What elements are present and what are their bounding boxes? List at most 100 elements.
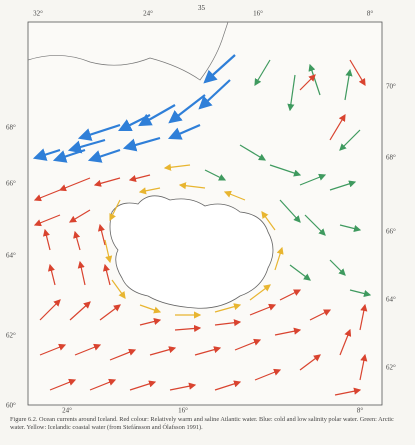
green-current-arrow [304, 214, 326, 236]
red-current-arrow [47, 263, 56, 286]
red-current-arrow [74, 343, 102, 356]
red-current-arrow [69, 301, 91, 321]
top-coordinate-label: 16° [253, 10, 263, 18]
green-current-arrow [329, 259, 346, 276]
blue-current-arrow [52, 148, 86, 163]
blue-current-arrow [122, 136, 161, 152]
red-current-arrow [73, 230, 81, 251]
iceland [109, 195, 274, 309]
red-current-arrow [58, 177, 91, 192]
red-current-arrow [174, 324, 202, 333]
red-current-arrow [33, 214, 61, 227]
red-current-arrow [139, 317, 162, 326]
red-current-arrow [77, 260, 86, 286]
right-coordinate-label: 68° [386, 154, 396, 162]
yellow-current-arrow [104, 239, 113, 264]
yellow-current-arrow [178, 182, 206, 190]
green-current-arrow [344, 68, 353, 101]
green-current-arrow [329, 180, 357, 191]
blue-current-arrow [198, 79, 231, 110]
yellow-current-arrow [163, 163, 191, 171]
bottom-coordinate-label: 16° [178, 407, 188, 415]
top-coordinate-label: 32° [33, 10, 43, 18]
greenland-coast [27, 21, 229, 81]
red-current-arrow [169, 382, 197, 391]
red-current-arrow [334, 387, 362, 396]
blue-current-arrow [67, 138, 106, 154]
yellow-current-arrow [249, 284, 271, 301]
red-current-arrow [109, 348, 137, 361]
red-current-arrow [329, 113, 346, 141]
red-current-arrow [279, 289, 302, 301]
red-current-arrow [194, 346, 222, 356]
red-current-arrow [149, 346, 177, 356]
green-current-arrow [289, 264, 311, 281]
left-coordinate-label: 60° [6, 402, 16, 410]
red-current-arrow [274, 327, 302, 336]
red-current-arrow [102, 263, 111, 286]
green-current-arrow [279, 199, 301, 223]
green-current-arrow [269, 164, 302, 177]
blue-current-arrow [168, 94, 206, 124]
red-current-arrow [99, 304, 121, 321]
right-coordinate-label: 70° [386, 83, 396, 91]
red-current-arrow [68, 209, 91, 223]
green-current-arrow [239, 144, 267, 161]
map: 32° 24° 16° 8° 24° 16° 8° 68° 66° 64° 62° 60° 70° 68°… [6, 10, 396, 415]
right-coordinate-label: 66° [386, 228, 396, 236]
right-coordinate-label: 62° [386, 364, 396, 372]
red-current-arrow [49, 378, 77, 391]
green-current-arrow [204, 169, 227, 181]
right-coordinate-label: 64° [386, 296, 396, 304]
yellow-current-arrow [111, 279, 126, 299]
red-current-arrow [89, 378, 117, 391]
yellow-current-arrow [214, 303, 242, 313]
blue-current-arrow [32, 148, 61, 161]
caption: Figure 6.2. Ocean currents around Icelan… [10, 416, 394, 431]
bottom-coordinate-label: 24° [62, 407, 72, 415]
bottom-coordinate-label: 8° [357, 407, 364, 415]
red-current-arrow [42, 228, 51, 251]
green-current-arrow [339, 224, 362, 233]
yellow-current-arrow [261, 211, 276, 231]
blue-current-arrow [138, 104, 176, 127]
blue-current-arrow [87, 148, 121, 163]
red-current-arrow [33, 189, 61, 202]
red-current-arrow [249, 303, 277, 316]
left-coordinate-label: 64° [6, 252, 16, 260]
red-current-arrow [349, 59, 366, 87]
red-current-arrow [254, 368, 282, 381]
red-current-arrow [93, 177, 121, 187]
red-current-arrow [39, 343, 67, 356]
left-coordinate-label: 68° [6, 124, 16, 132]
blue-current-arrow [167, 123, 201, 140]
red-current-arrow [214, 319, 242, 327]
red-current-arrow [234, 338, 262, 351]
top-coordinate-label: 8° [367, 10, 374, 18]
red-current-arrow [299, 74, 316, 91]
green-current-arrow [287, 74, 296, 112]
yellow-current-arrow [139, 304, 162, 314]
green-current-arrow [299, 173, 327, 186]
red-current-arrow [97, 223, 106, 246]
red-current-arrow [359, 303, 368, 331]
red-current-arrow [309, 309, 332, 321]
yellow-current-arrow [138, 187, 161, 195]
blue-current-arrow [118, 114, 151, 131]
red-current-arrow [129, 380, 157, 391]
left-coordinate-label: 66° [6, 180, 16, 188]
red-current-arrow [128, 174, 151, 183]
green-current-arrow [349, 289, 372, 298]
yellow-current-arrow [109, 199, 121, 222]
red-current-arrow [214, 380, 242, 391]
red-current-arrow [359, 353, 368, 381]
green-current-arrow [254, 59, 271, 87]
green-current-arrow [339, 129, 361, 151]
left-coordinate-label: 62° [6, 332, 16, 340]
yellow-current-arrow [274, 246, 284, 271]
blue-current-arrow [203, 54, 236, 84]
blue-current-arrow [77, 123, 121, 141]
page-number: 35 [198, 4, 205, 12]
red-current-arrow [339, 328, 352, 356]
